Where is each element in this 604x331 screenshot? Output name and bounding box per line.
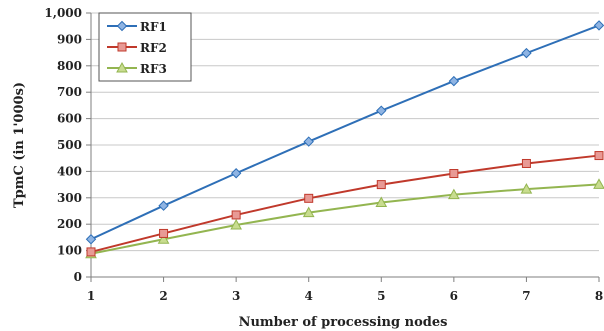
series-line-rf3 [90,183,600,255]
y-tick-label: 500 [57,138,82,152]
data-point-rf2 [231,210,241,220]
data-point-rf2 [521,158,531,168]
data-point-rf3 [302,206,315,218]
y-tick-label: 200 [57,217,82,231]
legend-label-rf1: RF1 [140,20,167,34]
x-tick-label: 1 [87,289,95,303]
data-point-rf1 [521,47,532,59]
data-point-rf2 [86,247,96,257]
x-tick-label: 7 [522,289,530,303]
data-point-rf3 [448,188,460,200]
x-tick-label: 6 [450,289,458,303]
y-tick-label: 700 [57,85,82,99]
legend-marker-rf3 [116,61,128,73]
series-layer [85,20,604,259]
y-tick-label: 300 [57,191,82,205]
data-point-rf3 [593,178,604,189]
x-tick-label: 3 [232,289,240,303]
y-tick-label: 0 [74,270,82,284]
data-point-rf1 [448,75,460,87]
y-tick-label: 400 [57,164,82,178]
y-tick-label: 1,000 [44,6,82,20]
series-line-rf1 [90,24,600,241]
data-point-rf3 [375,196,388,208]
data-point-rf1 [376,105,387,116]
data-point-rf3 [520,183,533,194]
series-line-rf2 [90,154,600,253]
x-axis-label: Number of processing nodes [239,315,448,330]
legend-label-rf2: RF2 [140,41,167,55]
y-tick-label: 600 [57,112,82,126]
data-point-rf3 [230,218,242,230]
x-tick-label: 8 [595,289,603,303]
data-point-rf1 [230,168,242,179]
legend-marker-rf1 [116,20,128,32]
data-point-rf1 [85,234,97,245]
y-axis-label: TpmC (in 1'000s) [12,82,27,208]
data-point-rf2 [594,151,604,161]
tick-labels: 0 100 200 300 400 500 600 700 800 900 1,000 1 2 3 4 5 6 7… [44,6,603,303]
data-point-rf2 [159,228,169,238]
y-tick-label: 800 [57,59,82,73]
data-point-rf1 [158,200,169,211]
data-point-rf2 [376,180,386,190]
data-point-rf1 [303,136,314,147]
legend-marker-rf2 [117,42,127,52]
x-tick-label: 5 [377,289,385,303]
data-point-rf2 [449,169,459,179]
y-tick-label: 900 [57,32,82,46]
y-tick-label: 100 [57,244,82,258]
x-tick-label: 4 [305,289,313,303]
data-point-rf2 [304,193,314,203]
legend-label-rf3: RF3 [140,62,167,76]
data-point-rf3 [157,233,170,244]
legend: RF1 RF2 RF3 [98,12,192,82]
data-point-rf1 [593,20,604,31]
x-tick-label: 2 [159,289,167,303]
